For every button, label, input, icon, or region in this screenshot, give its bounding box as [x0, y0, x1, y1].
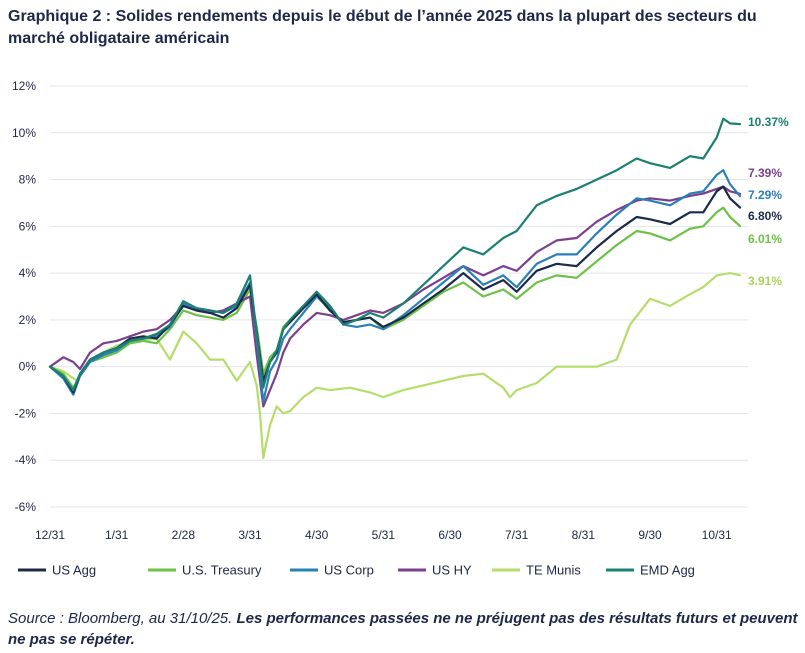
end-label: 6.01% [748, 232, 782, 246]
x-tick-label: 6/30 [438, 528, 462, 542]
end-label: 3.91% [748, 274, 782, 288]
y-tick-label: 4% [19, 266, 37, 280]
gridlines [50, 85, 748, 508]
series-line-emd-agg [48, 117, 742, 392]
end-label: 7.29% [748, 188, 782, 202]
end-label: 10.37% [748, 115, 789, 129]
y-tick-label: 2% [19, 313, 37, 327]
legend-label: TE Munis [526, 563, 581, 578]
y-tick-label: 8% [19, 173, 37, 187]
y-tick-label: 6% [19, 219, 37, 233]
x-tick-label: 8/31 [572, 528, 596, 542]
x-tick-label: 5/31 [372, 528, 396, 542]
x-tick-label: 4/30 [305, 528, 329, 542]
series-line-te-munis [48, 272, 742, 459]
y-tick-label: -6% [15, 500, 37, 514]
end-label: 7.39% [748, 166, 782, 180]
y-tick-label: 0% [19, 360, 37, 374]
legend-label: US Corp [324, 563, 374, 578]
series-line-u-s-treasury [48, 206, 742, 389]
legend: US Agg U.S. Treasury US Corp US HY TE Munis E… [18, 563, 695, 578]
y-tick-label: 12% [12, 79, 36, 93]
x-tick-label: 3/31 [238, 528, 262, 542]
end-label: 6.80% [748, 209, 782, 223]
x-tick-label: 12/31 [35, 528, 65, 542]
x-tick-label: 1/31 [105, 528, 129, 542]
source-lead: Source : Bloomberg, au 31/10/25. [8, 610, 233, 627]
x-tick-label: 9/30 [638, 528, 662, 542]
end-labels: 6.80% 6.01% 7.29% 7.39% 3.91% 10.37% [748, 115, 789, 288]
legend-label: US HY [432, 563, 472, 578]
x-tick-label: 10/31 [702, 528, 732, 542]
disclaimer: Les performances passées ne ne préjugent… [8, 610, 798, 648]
y-tick-label: 10% [12, 126, 36, 140]
x-axis-ticks: 12/31 1/31 2/28 3/31 4/30 5/31 6/30 7/31 8/31 9/3… [35, 528, 732, 542]
line-chart: 12% 10% 8% 6% 4% 2% 0% -2% -4% -6% 12/31 1/31 2/28 3… [12, 79, 789, 578]
y-tick-label: -4% [15, 453, 37, 467]
y-tick-label: -2% [15, 406, 37, 420]
series-lines [48, 117, 742, 459]
legend-label: EMD Agg [640, 563, 695, 578]
legend-label: U.S. Treasury [182, 563, 262, 578]
series-line-us-hy [48, 185, 742, 408]
series-line-us-agg [48, 185, 742, 394]
chart-title: Graphique 2 : Solides rendements depuis … [8, 8, 757, 47]
x-tick-label: 7/31 [505, 528, 529, 542]
legend-label: US Agg [52, 563, 96, 578]
y-axis-ticks: 12% 10% 8% 6% 4% 2% 0% -2% -4% -6% [12, 79, 36, 514]
x-tick-label: 2/28 [172, 528, 196, 542]
source-note: Source : Bloomberg, au 31/10/25. Les per… [8, 608, 798, 650]
